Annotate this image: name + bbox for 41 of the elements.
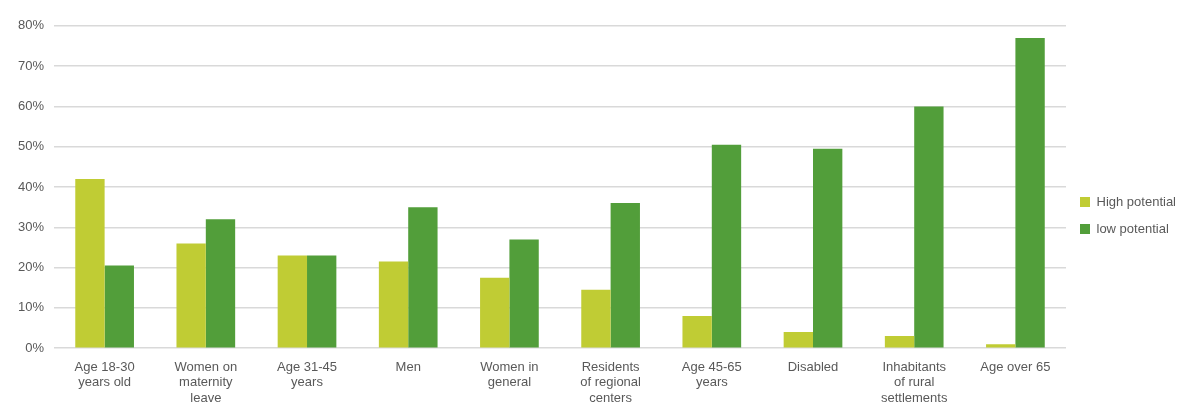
bar — [610, 203, 640, 348]
x-tick-label: Age 31-45 years — [277, 358, 338, 390]
bar — [682, 315, 712, 348]
x-tick-label: Age over 65 — [980, 358, 1051, 374]
x-tick-label: Women in general — [480, 358, 539, 390]
bar — [75, 178, 105, 348]
y-tick-label: 70% — [17, 57, 45, 73]
bar — [307, 255, 337, 348]
y-tick-label: 50% — [17, 138, 45, 154]
y-tick-label: 40% — [17, 178, 45, 194]
bar — [914, 106, 944, 348]
legend-label: High potential — [1096, 193, 1177, 209]
bar — [378, 261, 409, 348]
legend-label: low potential — [1096, 220, 1169, 236]
y-tick-label: 80% — [17, 17, 45, 33]
y-tick-label: 30% — [17, 218, 45, 234]
bar — [581, 289, 611, 348]
bar — [277, 255, 308, 348]
bar — [176, 243, 206, 348]
bar — [783, 332, 814, 348]
bar — [480, 277, 510, 348]
bar — [408, 207, 438, 348]
x-tick-label: Disabled — [787, 358, 839, 374]
x-tick-label: Women on maternity leave — [174, 358, 238, 405]
bar — [509, 239, 539, 348]
bar — [104, 265, 134, 348]
bar — [711, 144, 742, 348]
y-tick-label: 10% — [17, 299, 45, 315]
x-tick-label: Age 45-65 years — [681, 358, 742, 390]
bar — [986, 344, 1016, 348]
x-tick-label: Inhabitants of rural settlements — [880, 358, 948, 405]
bar — [813, 148, 843, 348]
y-tick-label: 20% — [17, 259, 45, 275]
x-tick-label: Residents of regional centers — [580, 358, 642, 405]
bar — [884, 336, 915, 348]
bar — [1015, 37, 1045, 348]
bar — [205, 219, 236, 348]
y-tick-label: 60% — [17, 97, 45, 113]
x-tick-label: Age 18-30 years old — [74, 358, 135, 390]
x-tick-label: Men — [395, 358, 421, 374]
y-tick-label: 0% — [25, 339, 45, 355]
